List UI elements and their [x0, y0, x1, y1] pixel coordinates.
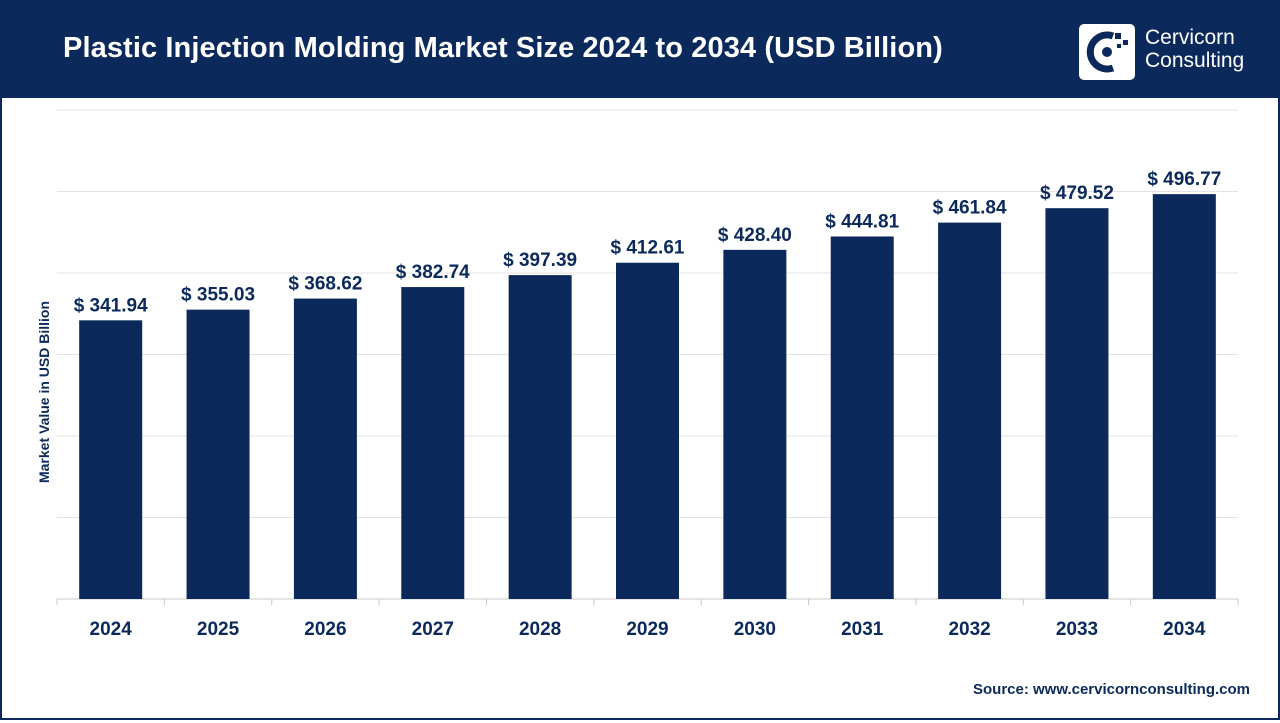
- page-title: Plastic Injection Molding Market Size 20…: [63, 32, 943, 64]
- x-tick-label-2025: 2025: [197, 619, 240, 640]
- x-tick-label-2034: 2034: [1163, 619, 1206, 640]
- value-labels: $ 341.94 $ 355.03 $ 368.62 $ 382.74 $ 397.39…: [74, 169, 1222, 316]
- bar-chart: $ 341.94 $ 355.03 $ 368.62 $ 382.74 $ 397.39…: [36, 109, 1239, 640]
- value-label-2029: $ 412.61: [611, 238, 685, 259]
- bar-2027: [401, 287, 465, 599]
- bar-2034: [1152, 194, 1216, 599]
- logo-line-2: Consulting: [1145, 49, 1245, 72]
- logo-text: Cervicorn Consulting: [1145, 26, 1244, 72]
- bar-2028: [508, 275, 572, 599]
- bar-2030: [723, 249, 787, 599]
- value-label-2024: $ 341.94: [74, 295, 148, 316]
- value-label-2032: $ 461.84: [933, 198, 1007, 219]
- x-axis-ticks: 2024 2025 2026 2027 2028 2029 2030 2031 2032 2033…: [56, 599, 1239, 640]
- bar-2029: [616, 262, 679, 599]
- x-tick-label-2029: 2029: [626, 619, 668, 640]
- x-tick-label-2031: 2031: [841, 619, 884, 640]
- x-tick-label-2033: 2033: [1056, 619, 1098, 640]
- logo-mark-icon: [1086, 31, 1128, 73]
- bar-2033: [1045, 208, 1109, 599]
- value-label-2034: $ 496.77: [1147, 169, 1221, 190]
- source-note: Source: www.cervicornconsulting.com: [972, 681, 1250, 698]
- x-tick-label-2028: 2028: [519, 619, 561, 640]
- value-label-2030: $ 428.40: [718, 225, 792, 246]
- value-label-2027: $ 382.74: [396, 262, 470, 283]
- bar-2032: [938, 222, 1002, 599]
- bar-2031: [830, 236, 894, 599]
- value-label-2033: $ 479.52: [1040, 183, 1114, 204]
- y-axis-label: Market Value in USD Billion: [36, 301, 52, 483]
- logo-line-1: Cervicorn: [1145, 26, 1235, 49]
- cervicorn-logo-icon: [1079, 24, 1135, 80]
- value-label-2025: $ 355.03: [181, 285, 255, 306]
- x-tick-label-2030: 2030: [734, 619, 776, 640]
- chart-area: $ 341.94 $ 355.03 $ 368.62 $ 382.74 $ 397.39…: [2, 98, 1278, 718]
- value-label-2026: $ 368.62: [288, 274, 362, 295]
- x-tick-label-2027: 2027: [412, 619, 454, 640]
- x-tick-label-2024: 2024: [90, 619, 133, 640]
- bar-2025: [186, 309, 250, 599]
- x-tick-label-2026: 2026: [304, 619, 346, 640]
- bars: [79, 194, 1216, 599]
- header-banner: Plastic Injection Molding Market Size 20…: [2, 2, 1278, 98]
- bar-2024: [79, 320, 143, 599]
- value-label-2028: $ 397.39: [503, 250, 577, 271]
- bar-2026: [293, 298, 357, 599]
- x-tick-label-2032: 2032: [948, 619, 990, 640]
- value-label-2031: $ 444.81: [825, 211, 899, 232]
